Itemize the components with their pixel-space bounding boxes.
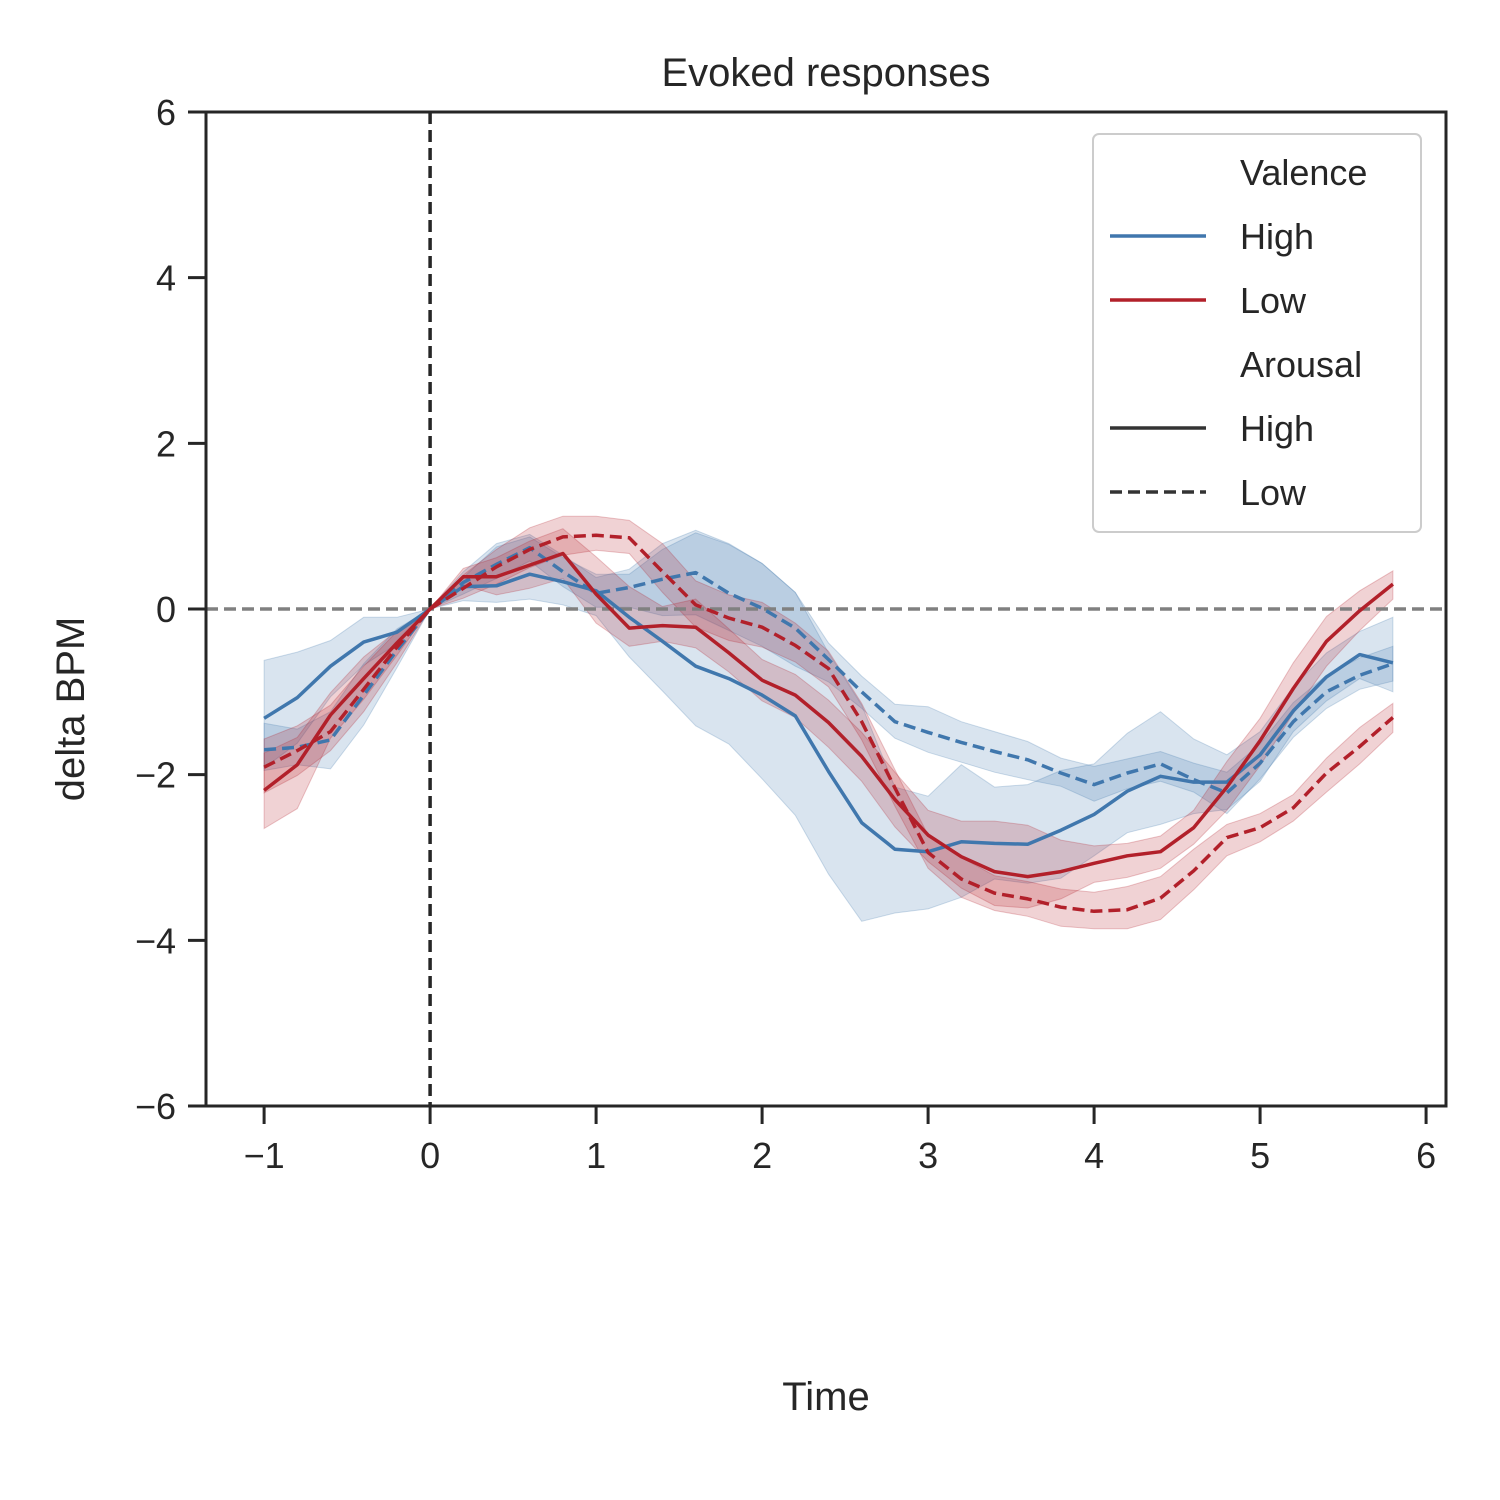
x-axis: −1 0 1 2 3 4 5 6	[244, 1106, 1436, 1176]
series-line-high-valence-low-arousal	[263, 545, 1394, 795]
ci-band-low-valence-high-arousal	[263, 528, 1394, 909]
legend-group-title: Arousal	[1240, 344, 1362, 385]
x-axis-label: Time	[782, 1375, 869, 1419]
y-axis-label: delta BPM	[49, 617, 93, 802]
y-tick-label: 6	[156, 92, 176, 133]
legend-box	[1092, 133, 1422, 533]
y-tick-label: −2	[135, 755, 176, 796]
ci-band-high-valence-high-arousal	[263, 532, 1394, 922]
x-tick-label: 2	[752, 1135, 772, 1176]
y-tick-label: 0	[156, 589, 176, 630]
ci-band-low-valence-low-arousal	[263, 515, 1394, 930]
confidence-bands	[263, 515, 1394, 930]
y-tick-label: −6	[135, 1086, 176, 1127]
legend-entry-label: High	[1240, 216, 1314, 257]
x-tick-label: −1	[244, 1135, 285, 1176]
x-tick-label: 6	[1416, 1135, 1436, 1176]
legend: Valence High Low Arousal High Low	[1092, 133, 1422, 533]
x-tick-label: 1	[586, 1135, 606, 1176]
legend-entry-label: Low	[1240, 280, 1307, 321]
chart-title: Evoked responses	[661, 51, 990, 95]
series-lines	[263, 533, 1395, 914]
series-line-low-valence-high-arousal	[263, 551, 1394, 879]
y-tick-label: 2	[156, 423, 176, 464]
legend-group-title: Valence	[1240, 152, 1367, 193]
legend-entry-label: Low	[1240, 472, 1307, 513]
x-tick-label: 4	[1084, 1135, 1104, 1176]
x-tick-label: 5	[1250, 1135, 1270, 1176]
x-tick-label: 0	[420, 1135, 440, 1176]
x-tick-label: 3	[918, 1135, 938, 1176]
y-tick-label: −4	[135, 920, 176, 961]
y-tick-label: 4	[156, 258, 176, 299]
legend-entry-label: High	[1240, 408, 1314, 449]
series-line-low-valence-low-arousal	[263, 533, 1395, 914]
y-axis: −6 −4 −2 0 2 4 6	[135, 92, 206, 1127]
